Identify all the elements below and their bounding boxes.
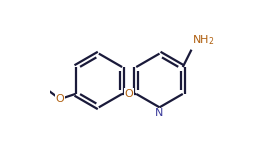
Text: NH$_2$: NH$_2$ (192, 33, 215, 47)
Text: N: N (155, 108, 164, 118)
Text: O: O (125, 89, 134, 99)
Text: O: O (56, 94, 64, 104)
